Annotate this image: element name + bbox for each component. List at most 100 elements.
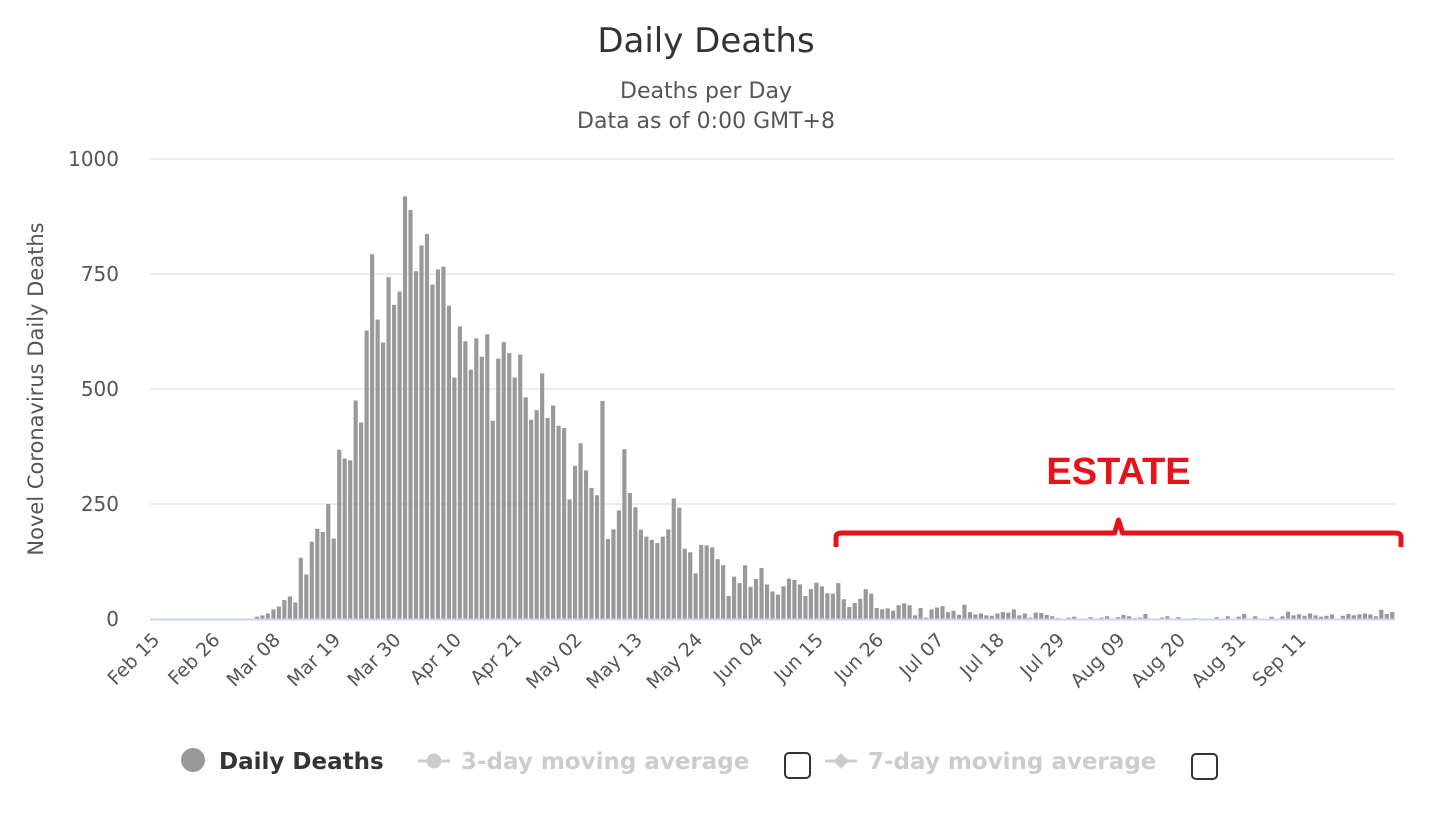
bar[interactable] (1357, 614, 1362, 619)
bar[interactable] (759, 567, 764, 619)
bar[interactable] (1296, 614, 1302, 619)
bar[interactable] (764, 584, 770, 620)
bar[interactable] (419, 245, 424, 620)
bar[interactable] (1072, 616, 1077, 619)
bar[interactable] (666, 529, 671, 619)
bar[interactable] (1236, 616, 1241, 619)
bar[interactable] (989, 615, 994, 619)
bar[interactable] (627, 492, 632, 619)
bar[interactable] (375, 319, 380, 619)
bar[interactable] (699, 544, 704, 619)
bar[interactable] (852, 602, 857, 619)
bar[interactable] (1285, 611, 1291, 619)
bar[interactable] (562, 428, 567, 619)
bar[interactable] (1159, 617, 1164, 619)
bar[interactable] (1044, 614, 1049, 619)
bar[interactable] (463, 341, 468, 619)
bar[interactable] (825, 593, 830, 619)
bar[interactable] (775, 594, 781, 619)
bar[interactable] (792, 579, 797, 619)
bar[interactable] (381, 342, 386, 619)
bar[interactable] (353, 400, 358, 620)
bar[interactable] (370, 254, 375, 619)
bar[interactable] (1379, 609, 1384, 619)
bar[interactable] (265, 613, 270, 619)
bar[interactable] (304, 574, 309, 619)
bar[interactable] (1104, 616, 1110, 619)
bar[interactable] (616, 510, 622, 619)
bar[interactable] (1050, 616, 1055, 619)
bar[interactable] (293, 602, 298, 619)
bar[interactable] (276, 606, 281, 619)
bar[interactable] (468, 369, 473, 619)
bar[interactable] (781, 586, 786, 619)
bar[interactable] (748, 586, 753, 619)
bar[interactable] (1017, 615, 1022, 619)
bar[interactable] (945, 612, 951, 619)
bar[interactable] (858, 598, 863, 619)
checkbox-7-day-average[interactable] (1191, 753, 1218, 780)
bar[interactable] (298, 557, 303, 619)
bar[interactable] (1269, 616, 1274, 619)
bar[interactable] (934, 607, 940, 620)
bar[interactable] (808, 589, 813, 619)
bar[interactable] (1253, 616, 1258, 619)
bar[interactable] (803, 596, 808, 619)
bar[interactable] (742, 565, 748, 619)
bar[interactable] (1006, 612, 1011, 619)
bar[interactable] (1039, 613, 1044, 619)
bar[interactable] (693, 573, 698, 619)
bar[interactable] (660, 536, 665, 619)
bar[interactable] (1176, 617, 1181, 619)
bar[interactable] (309, 541, 314, 619)
bar[interactable] (567, 499, 572, 619)
bar[interactable] (836, 583, 841, 619)
bar[interactable] (1318, 616, 1324, 619)
bar[interactable] (364, 330, 369, 619)
bar[interactable] (682, 548, 687, 619)
bar[interactable] (1214, 617, 1219, 619)
bar[interactable] (638, 529, 643, 619)
bar[interactable] (1028, 617, 1033, 619)
bar[interactable] (605, 538, 611, 619)
bar[interactable] (1011, 609, 1016, 619)
bar[interactable] (430, 284, 435, 619)
bar[interactable] (797, 584, 803, 620)
bar[interactable] (408, 210, 413, 619)
bar[interactable] (902, 603, 907, 619)
bar[interactable] (644, 536, 649, 619)
bar[interactable] (600, 400, 605, 619)
bar[interactable] (611, 529, 616, 619)
bar[interactable] (1242, 613, 1247, 619)
bar[interactable] (978, 613, 983, 619)
bar[interactable] (1143, 613, 1148, 619)
bar[interactable] (655, 543, 660, 619)
bar[interactable] (348, 460, 353, 619)
bar[interactable] (578, 443, 583, 619)
bar[interactable] (907, 605, 912, 619)
bar[interactable] (496, 358, 501, 619)
bar[interactable] (1121, 614, 1126, 619)
bar[interactable] (841, 599, 846, 619)
bar[interactable] (315, 528, 320, 619)
bar[interactable] (507, 353, 512, 619)
bar[interactable] (819, 586, 824, 619)
bar[interactable] (1022, 613, 1027, 619)
bar[interactable] (359, 422, 364, 619)
bar[interactable] (402, 196, 408, 619)
bar[interactable] (424, 233, 430, 620)
bar[interactable] (271, 609, 276, 619)
checkbox-3-day-average[interactable] (784, 752, 811, 779)
bar[interactable] (457, 326, 462, 619)
bar[interactable] (633, 507, 638, 619)
bar[interactable] (1000, 612, 1005, 619)
bar[interactable] (529, 419, 534, 619)
bar[interactable] (540, 373, 545, 619)
bar[interactable] (545, 417, 550, 619)
bar[interactable] (677, 507, 682, 619)
bar[interactable] (1384, 613, 1389, 619)
bar[interactable] (863, 589, 868, 619)
bar[interactable] (956, 614, 962, 619)
bar[interactable] (786, 578, 792, 619)
legend-item-daily-deaths[interactable]: Daily Deaths (181, 748, 384, 775)
